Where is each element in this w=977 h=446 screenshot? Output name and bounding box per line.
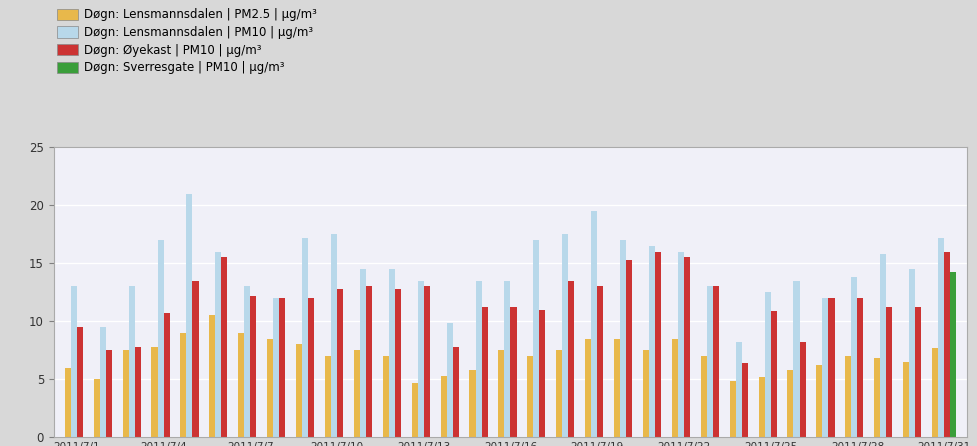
Bar	[106, 350, 111, 437]
Bar	[181, 333, 187, 437]
Bar	[874, 358, 880, 437]
Bar	[556, 350, 562, 437]
Bar	[395, 289, 401, 437]
Bar	[591, 211, 597, 437]
Bar	[469, 370, 476, 437]
Bar	[411, 383, 418, 437]
Bar	[337, 289, 343, 437]
Bar	[643, 350, 649, 437]
Bar	[215, 252, 222, 437]
Bar	[222, 257, 228, 437]
Bar	[569, 281, 574, 437]
Bar	[845, 356, 851, 437]
Bar	[701, 356, 706, 437]
Bar	[823, 298, 828, 437]
Bar	[187, 194, 192, 437]
Bar	[713, 286, 719, 437]
Bar	[771, 311, 777, 437]
Bar	[828, 298, 834, 437]
Bar	[452, 347, 459, 437]
Bar	[938, 238, 944, 437]
Bar	[296, 344, 302, 437]
Bar	[758, 377, 765, 437]
Bar	[157, 240, 163, 437]
Bar	[424, 286, 430, 437]
Bar	[533, 240, 539, 437]
Bar	[951, 273, 956, 437]
Bar	[915, 307, 921, 437]
Bar	[192, 281, 198, 437]
Bar	[122, 350, 129, 437]
Bar	[880, 254, 886, 437]
Bar	[129, 286, 135, 437]
Bar	[585, 339, 591, 437]
Legend: Døgn: Lensmannsdalen | PM2.5 | µg/m³, Døgn: Lensmannsdalen | PM10 | µg/m³, Døgn:: Døgn: Lensmannsdalen | PM2.5 | µg/m³, Dø…	[55, 6, 319, 77]
Bar	[793, 281, 799, 437]
Bar	[482, 307, 488, 437]
Bar	[302, 238, 308, 437]
Bar	[238, 333, 244, 437]
Bar	[274, 298, 279, 437]
Bar	[64, 368, 70, 437]
Bar	[308, 298, 315, 437]
Bar	[649, 246, 655, 437]
Bar	[528, 356, 533, 437]
Bar	[163, 313, 170, 437]
Bar	[354, 350, 360, 437]
Bar	[244, 286, 250, 437]
Bar	[94, 379, 100, 437]
Bar	[817, 365, 823, 437]
Bar	[135, 347, 141, 437]
Bar	[858, 298, 864, 437]
Bar	[325, 356, 331, 437]
Bar	[476, 281, 482, 437]
Bar	[944, 252, 951, 437]
Bar	[151, 347, 157, 437]
Bar	[655, 252, 661, 437]
Bar	[851, 277, 858, 437]
Bar	[100, 327, 106, 437]
Bar	[441, 376, 446, 437]
Bar	[70, 286, 77, 437]
Bar	[736, 342, 742, 437]
Bar	[267, 339, 274, 437]
Bar	[539, 310, 545, 437]
Bar	[910, 269, 915, 437]
Bar	[383, 356, 389, 437]
Bar	[684, 257, 690, 437]
Bar	[511, 307, 517, 437]
Bar	[706, 286, 713, 437]
Bar	[886, 307, 892, 437]
Bar	[209, 315, 215, 437]
Bar	[389, 269, 395, 437]
Bar	[620, 240, 626, 437]
Bar	[331, 234, 337, 437]
Bar	[498, 350, 504, 437]
Bar	[678, 252, 684, 437]
Bar	[418, 281, 424, 437]
Bar	[742, 363, 747, 437]
Bar	[77, 327, 83, 437]
Bar	[787, 370, 793, 437]
Bar	[366, 286, 372, 437]
Bar	[932, 348, 938, 437]
Bar	[765, 292, 771, 437]
Bar	[562, 234, 569, 437]
Bar	[597, 286, 603, 437]
Bar	[279, 298, 285, 437]
Bar	[504, 281, 511, 437]
Bar	[446, 323, 452, 437]
Bar	[730, 381, 736, 437]
Bar	[799, 342, 806, 437]
Bar	[672, 339, 678, 437]
Bar	[614, 339, 620, 437]
Bar	[626, 260, 632, 437]
Bar	[903, 362, 910, 437]
Bar	[360, 269, 366, 437]
Bar	[250, 296, 256, 437]
